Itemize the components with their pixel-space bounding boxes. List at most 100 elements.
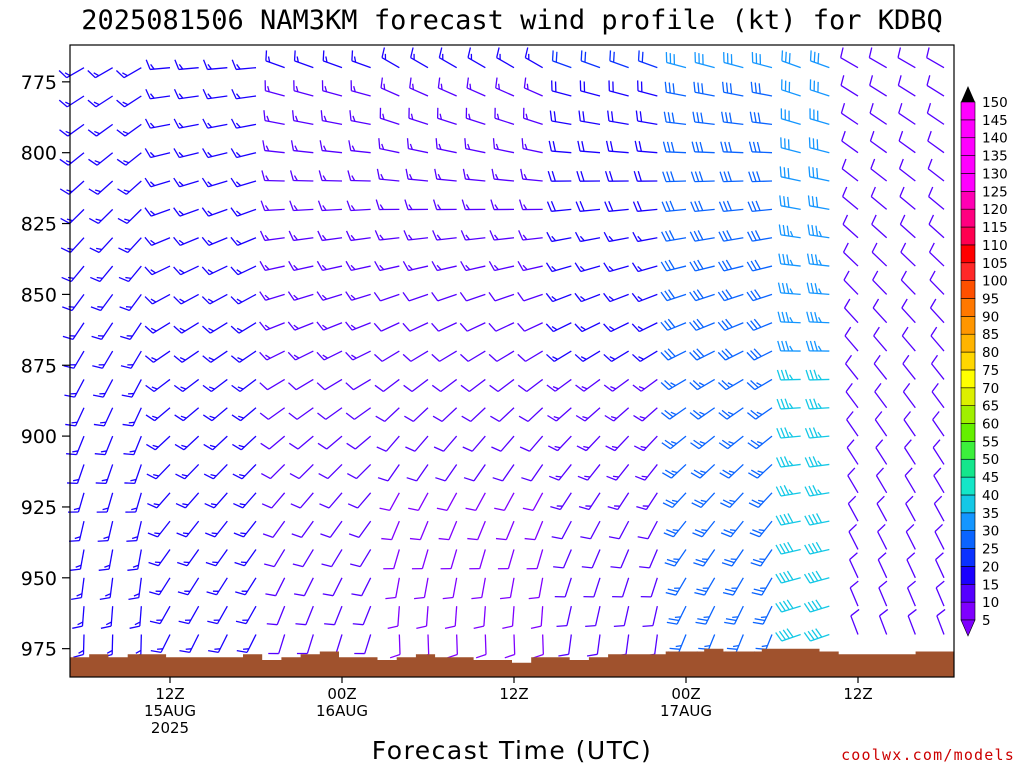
wind-barb bbox=[551, 50, 572, 69]
wind-barb bbox=[405, 435, 429, 452]
wind-barb bbox=[89, 237, 114, 254]
wind-barb bbox=[902, 382, 916, 409]
wind-barb bbox=[144, 350, 171, 363]
legend-swatch bbox=[960, 119, 976, 139]
wind-barb bbox=[432, 230, 457, 241]
wind-barb bbox=[776, 398, 801, 410]
wind-barb bbox=[317, 407, 343, 420]
wind-barb bbox=[236, 634, 257, 654]
wind-barb bbox=[287, 291, 314, 301]
wind-barb bbox=[777, 340, 801, 352]
wind-barb bbox=[746, 259, 773, 272]
wind-barb bbox=[120, 350, 142, 369]
legend-label: 50 bbox=[982, 452, 999, 468]
wind-barb bbox=[689, 348, 715, 361]
wind-barb bbox=[93, 407, 114, 427]
wind-barb bbox=[720, 520, 744, 538]
wind-barb bbox=[499, 577, 515, 600]
wind-barb bbox=[408, 492, 429, 511]
wind-barb bbox=[173, 148, 199, 159]
wind-barb bbox=[873, 354, 888, 380]
wind-barb bbox=[349, 110, 371, 125]
wind-barb bbox=[437, 77, 457, 97]
wind-barb bbox=[609, 50, 629, 69]
wind-barb bbox=[750, 549, 773, 567]
wind-barb bbox=[875, 439, 888, 465]
wind-barb bbox=[203, 463, 228, 480]
wind-barb bbox=[174, 407, 200, 422]
wind-barb bbox=[230, 177, 257, 188]
wind-barb bbox=[374, 378, 400, 393]
wind-barb bbox=[906, 580, 916, 607]
wind-barb bbox=[354, 634, 372, 655]
wind-barb bbox=[640, 577, 658, 598]
wind-barb bbox=[720, 141, 744, 154]
wind-barb bbox=[689, 407, 716, 420]
wind-barb bbox=[872, 298, 888, 324]
legend-swatch bbox=[960, 173, 976, 192]
wind-barb bbox=[117, 180, 142, 195]
wind-barb bbox=[232, 435, 257, 451]
wind-barb bbox=[519, 435, 544, 452]
wind-barb bbox=[488, 261, 515, 272]
y-tick-label: 800 bbox=[21, 143, 57, 165]
wind-barb bbox=[660, 378, 687, 391]
wind-barb bbox=[553, 549, 572, 569]
wind-barb bbox=[438, 520, 458, 541]
legend-swatch bbox=[960, 405, 976, 424]
wind-barb bbox=[175, 492, 200, 509]
wind-barb bbox=[177, 577, 200, 596]
wind-barb bbox=[145, 378, 171, 393]
wind-barb bbox=[636, 492, 658, 511]
wind-barb bbox=[129, 606, 142, 629]
wind-barb bbox=[433, 435, 458, 452]
wind-barb bbox=[606, 464, 630, 481]
wind-barb bbox=[903, 439, 916, 465]
wind-barb bbox=[62, 294, 85, 312]
wind-barb bbox=[58, 67, 85, 79]
wind-barb bbox=[518, 230, 543, 241]
wind-barb bbox=[693, 549, 716, 567]
wind-barb bbox=[577, 464, 601, 481]
wind-barb bbox=[324, 605, 343, 626]
wind-barb bbox=[460, 378, 486, 393]
legend-label: 15 bbox=[982, 577, 999, 593]
wind-barb bbox=[840, 75, 859, 97]
wind-barb bbox=[721, 549, 744, 567]
wind-barb bbox=[201, 293, 228, 305]
wind-barb bbox=[927, 130, 945, 154]
wind-barb bbox=[718, 259, 744, 272]
chart-title: 2025081506 NAM3KM forecast wind profile … bbox=[81, 5, 943, 36]
wind-barb bbox=[178, 605, 200, 625]
wind-barb bbox=[807, 224, 830, 239]
wind-barb bbox=[877, 552, 888, 579]
wind-barb bbox=[781, 79, 801, 97]
wind-barb bbox=[120, 322, 142, 341]
wind-barb bbox=[264, 549, 286, 568]
wind-barb bbox=[718, 200, 744, 213]
wind-barb bbox=[633, 407, 658, 422]
wind-barb bbox=[803, 599, 830, 613]
wind-barb bbox=[661, 230, 687, 242]
wind-barb bbox=[523, 77, 543, 97]
wind-barb bbox=[848, 523, 859, 550]
wind-barb bbox=[490, 199, 515, 211]
wind-barb bbox=[929, 270, 945, 295]
wind-barb bbox=[554, 577, 572, 598]
x-tick-label: 00Z bbox=[327, 685, 356, 703]
legend-label: 100 bbox=[982, 274, 1008, 290]
wind-barb bbox=[173, 177, 199, 188]
wind-barb bbox=[603, 262, 629, 273]
wind-barb bbox=[69, 549, 85, 571]
wind-barb bbox=[869, 103, 888, 125]
wind-barb bbox=[633, 171, 658, 182]
wind-barb bbox=[721, 111, 744, 125]
wind-barb bbox=[580, 50, 601, 69]
wind-barb bbox=[291, 110, 314, 125]
wind-barb bbox=[747, 200, 773, 213]
wind-barb bbox=[665, 577, 687, 596]
wind-barb bbox=[873, 326, 888, 352]
wind-barb bbox=[631, 322, 658, 333]
wind-barb bbox=[902, 354, 916, 380]
wind-barb bbox=[898, 158, 916, 182]
